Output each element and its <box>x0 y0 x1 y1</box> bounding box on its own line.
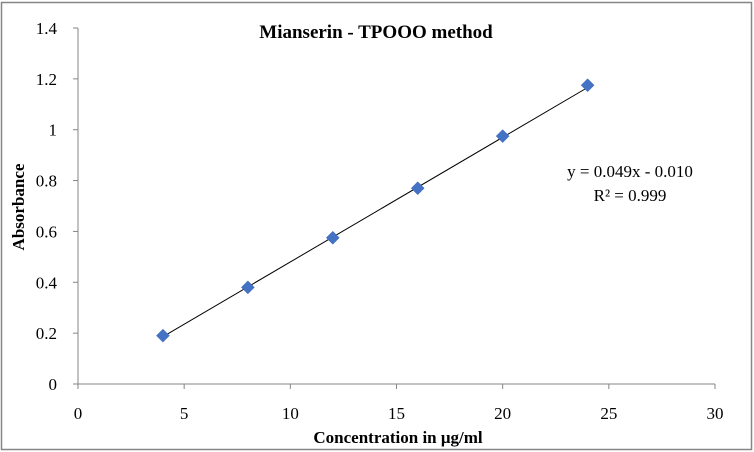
x-tick-label: 30 <box>707 404 724 423</box>
trendline-group <box>162 87 588 338</box>
r-squared-label: R² = 0.999 <box>594 186 667 205</box>
y-tick-label: 1.4 <box>36 19 58 38</box>
y-axis-ticks: 0 0.2 0.4 0.6 0.8 1 1.2 1.4 <box>36 19 78 394</box>
chart-title: Mianserin - TPOOO method <box>259 22 493 43</box>
x-tick-label: 5 <box>180 404 189 423</box>
x-tick-label: 0 <box>74 404 83 423</box>
data-point-marker <box>495 129 510 143</box>
y-tick-label: 1 <box>49 121 58 140</box>
data-point-marker <box>241 280 255 295</box>
y-tick-label: 0 <box>49 375 58 394</box>
trendline <box>162 87 588 338</box>
y-tick-label: 0.4 <box>36 273 58 292</box>
x-axis-label: Concentration in μg/ml <box>313 428 483 447</box>
y-tick-label: 0.6 <box>36 222 57 241</box>
x-tick-label: 15 <box>388 404 405 423</box>
y-tick-label: 0.8 <box>36 172 57 191</box>
trendline-equation: y = 0.049x - 0.010 <box>567 162 693 181</box>
y-axis-label: Absorbance <box>9 163 28 250</box>
data-point-marker <box>410 181 425 196</box>
data-point-marker <box>580 78 595 93</box>
x-tick-label: 10 <box>282 404 299 423</box>
y-tick-label: 0.2 <box>36 324 57 343</box>
x-tick-label: 25 <box>600 404 617 423</box>
x-axis-ticks: 0 5 10 15 20 25 30 <box>74 384 724 423</box>
x-tick-label: 20 <box>494 404 511 423</box>
data-point-marker <box>156 328 170 343</box>
data-points <box>156 78 595 343</box>
data-point-marker <box>325 230 340 245</box>
y-tick-label: 1.2 <box>36 70 57 89</box>
